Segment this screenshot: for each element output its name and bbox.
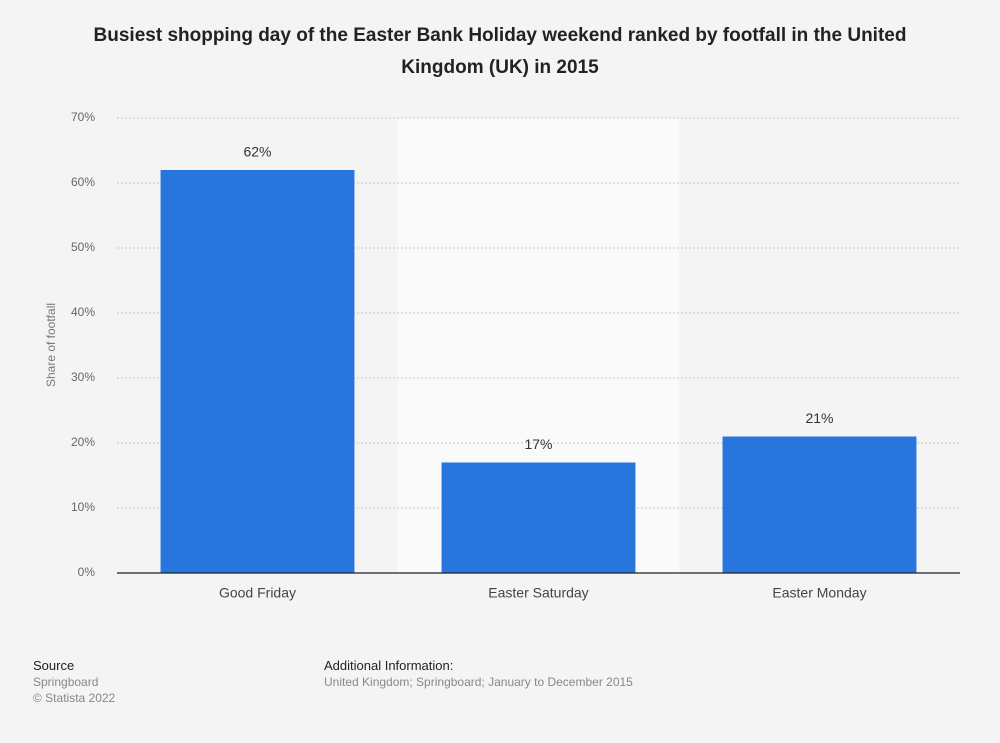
value-label: 62% [243, 144, 271, 160]
y-tick-label: 60% [71, 175, 95, 189]
copyright: © Statista 2022 [33, 691, 116, 705]
x-tick-label: Easter Saturday [488, 585, 588, 601]
x-tick-label: Good Friday [219, 585, 296, 601]
y-axis-label: Share of footfall [44, 303, 58, 387]
y-tick-label: 20% [71, 435, 95, 449]
info-block: Additional Information: United Kingdom; … [324, 658, 633, 690]
y-tick-label: 70% [71, 110, 95, 124]
x-tick-label: Easter Monday [772, 585, 866, 601]
bar [722, 436, 917, 573]
info: United Kingdom; Springboard; January to … [324, 675, 633, 689]
source: Springboard [33, 675, 99, 689]
value-label: 17% [524, 436, 552, 452]
y-tick-label: 40% [71, 305, 95, 319]
y-tick-label: 0% [78, 565, 96, 579]
bar [441, 462, 636, 573]
info-label: Additional Information: [324, 658, 454, 673]
source-label: Source [33, 658, 75, 673]
y-tick-label: 10% [71, 500, 95, 514]
bar [160, 170, 355, 573]
value-label: 21% [805, 410, 833, 426]
chart-title: Busiest shopping day of the Easter Bank … [93, 25, 907, 78]
source-block: Source Springboard © Statista 2022 [33, 658, 115, 706]
y-tick-label: 30% [71, 370, 95, 384]
y-tick-label: 50% [71, 240, 95, 254]
